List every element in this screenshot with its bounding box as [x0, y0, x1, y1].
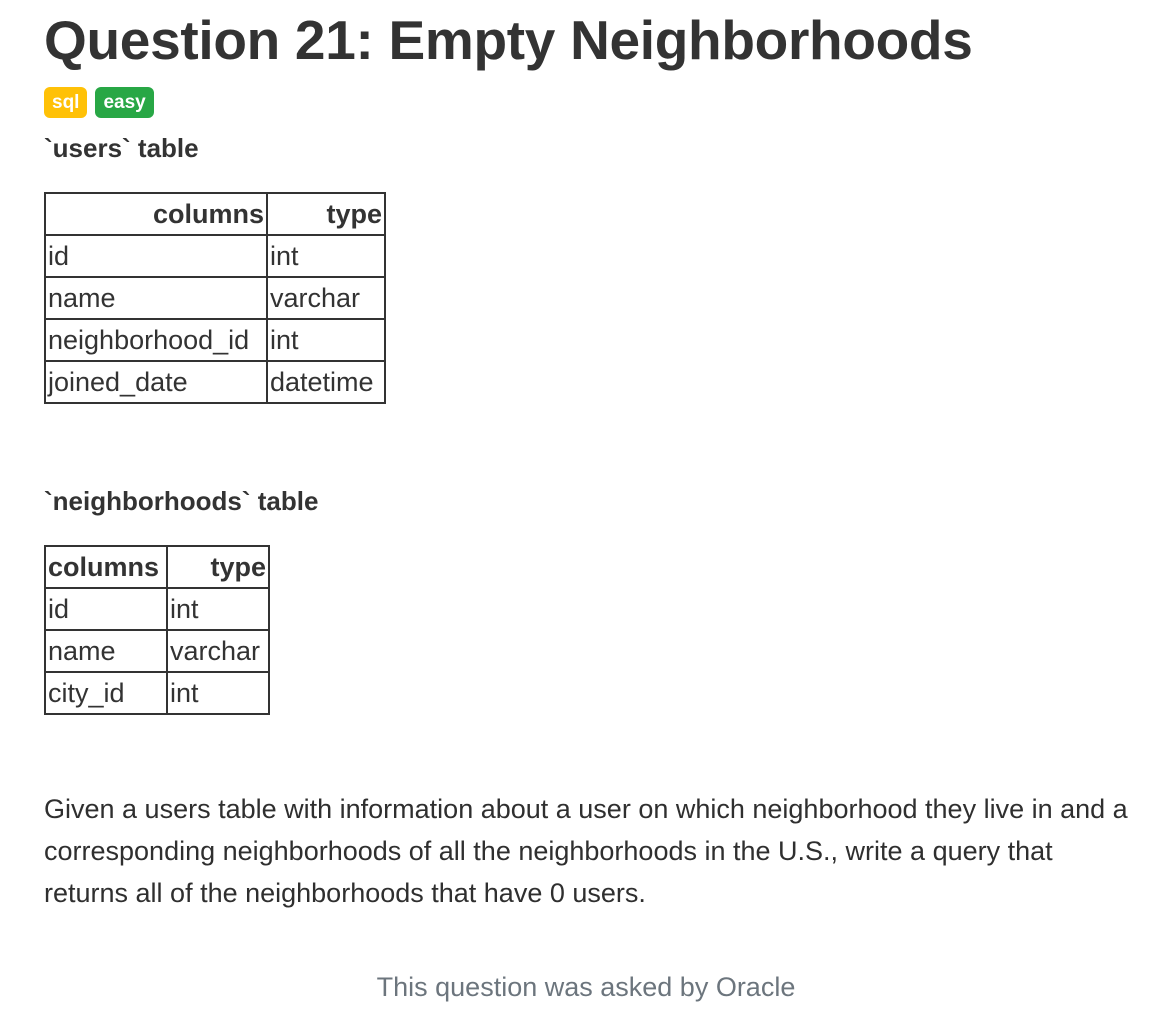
- column-type-cell: datetime: [266, 360, 386, 404]
- type-header: type: [266, 192, 386, 236]
- table-row: joined_date datetime: [44, 360, 386, 404]
- neighborhoods-schema-table: columns type id int name varchar city_id…: [44, 545, 270, 715]
- column-type-cell: int: [266, 234, 386, 278]
- neighborhoods-table-heading: `neighborhoods` table: [44, 486, 319, 516]
- tag-easy-badge[interactable]: easy: [95, 87, 154, 118]
- table-header-row: columns type: [44, 545, 270, 589]
- column-type-cell: int: [166, 587, 270, 631]
- column-name-cell: joined_date: [44, 360, 268, 404]
- table-row: id int: [44, 587, 270, 631]
- table-row: city_id int: [44, 671, 270, 715]
- columns-header: columns: [44, 545, 168, 589]
- page-title: Question 21: Empty Neighborhoods: [44, 9, 973, 71]
- tag-sql-badge[interactable]: sql: [44, 87, 88, 118]
- table-header-row: columns type: [44, 192, 386, 236]
- table-row: neighborhood_id int: [44, 318, 386, 362]
- column-name-cell: id: [44, 587, 168, 631]
- columns-header: columns: [44, 192, 268, 236]
- column-name-cell: name: [44, 629, 168, 673]
- table-row: name varchar: [44, 629, 270, 673]
- table-row: name varchar: [44, 276, 386, 320]
- users-table-heading: `users` table: [44, 133, 199, 163]
- company-attribution: This question was asked by Oracle: [376, 972, 796, 1002]
- column-type-cell: varchar: [166, 629, 270, 673]
- tag-list: sql easy: [44, 87, 1134, 119]
- column-name-cell: city_id: [44, 671, 168, 715]
- column-name-cell: name: [44, 276, 268, 320]
- question-page: Question 21: Empty Neighborhoods sql eas…: [44, 0, 1134, 914]
- users-schema-table: columns type id int name varchar neighbo…: [44, 192, 386, 404]
- column-type-cell: int: [166, 671, 270, 715]
- table-row: id int: [44, 234, 386, 278]
- column-type-cell: int: [266, 318, 386, 362]
- column-name-cell: neighborhood_id: [44, 318, 268, 362]
- question-description: Given a users table with information abo…: [44, 794, 1128, 908]
- column-name-cell: id: [44, 234, 268, 278]
- type-header: type: [166, 545, 270, 589]
- column-type-cell: varchar: [266, 276, 386, 320]
